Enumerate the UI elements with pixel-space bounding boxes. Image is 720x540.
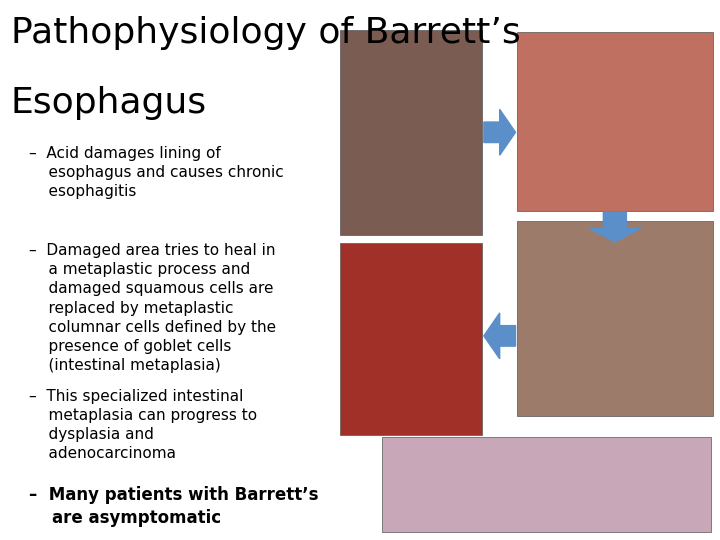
Text: Esophagus: Esophagus	[11, 86, 207, 120]
Text: –  This specialized intestinal
    metaplasia can progress to
    dysplasia and
: – This specialized intestinal metaplasia…	[29, 389, 257, 461]
Text: –  Acid damages lining of
    esophagus and causes chronic
    esophagitis: – Acid damages lining of esophagus and c…	[29, 146, 284, 199]
Text: Pathophysiology of Barrett’s: Pathophysiology of Barrett’s	[11, 16, 521, 50]
Bar	[340, 30, 482, 235]
Polygon shape	[589, 212, 641, 242]
Text: –  Damaged area tries to heal in
    a metaplastic process and
    damaged squam: – Damaged area tries to heal in a metapl…	[29, 243, 276, 373]
Polygon shape	[484, 313, 516, 359]
Bar	[340, 243, 482, 435]
Bar	[517, 32, 713, 211]
Polygon shape	[484, 109, 516, 156]
Text: –  Many patients with Barrett’s
    are asymptomatic: – Many patients with Barrett’s are asymp…	[29, 486, 318, 527]
Bar	[382, 437, 711, 532]
Bar	[517, 221, 713, 416]
